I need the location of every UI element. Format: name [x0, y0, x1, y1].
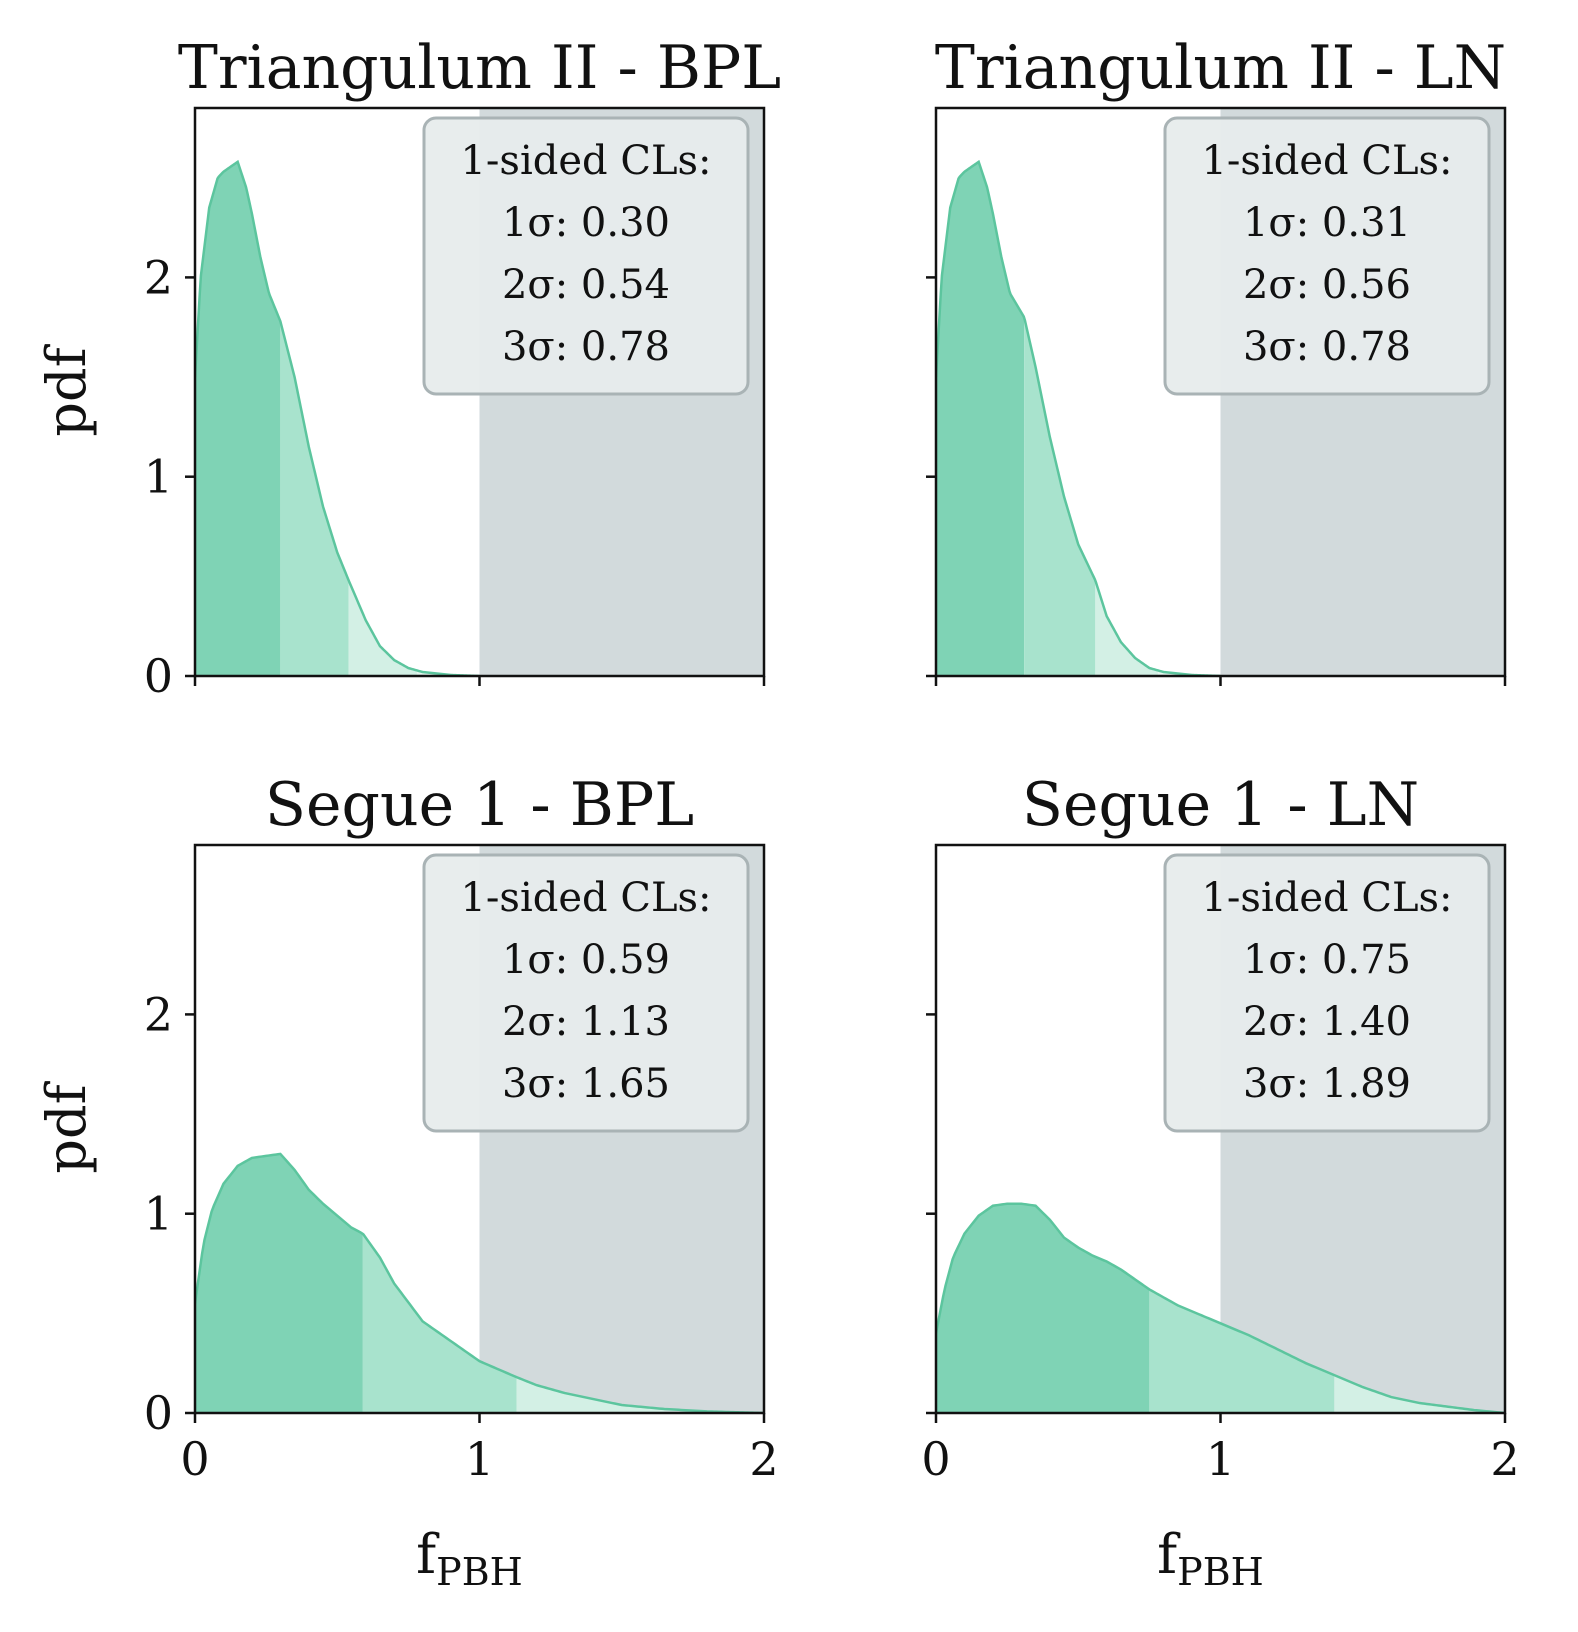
band-3sigma: [1334, 1375, 1474, 1413]
legend: 1-sided CLs: 1σ: 0.30 2σ: 0.54 3σ: 0.78: [422, 116, 750, 396]
panel-4: 0 1 2 Segue 1 - LN fPBH 1-sided CLs: 1σ: 0.75 2…: [921, 770, 1519, 1594]
x-tick-label: 1: [1206, 1432, 1235, 1486]
x-tick-label: 1: [465, 1432, 494, 1486]
x-tick-label: 2: [749, 1432, 778, 1486]
legend-entry: 3σ: 0.78: [502, 324, 670, 370]
legend-title: 1-sided CLs:: [1201, 138, 1452, 184]
legend-entry: 1σ: 0.75: [1243, 937, 1411, 983]
panel-title: Triangulum II - LN: [935, 33, 1506, 103]
x-tick-label: 0: [180, 1432, 209, 1486]
band-2sigma: [280, 321, 349, 676]
legend-box: [1163, 853, 1491, 1133]
legend-entry: 2σ: 1.40: [1243, 999, 1411, 1045]
legend-entry: 1σ: 0.31: [1243, 200, 1411, 246]
y-tick-label: 1: [144, 1187, 173, 1241]
legend-title: 1-sided CLs:: [460, 875, 711, 921]
y-axis-label: pdf: [35, 343, 98, 436]
panel-3: 0 1 2 0 1 2 Segue 1 - BPL pdf fPBH 1-sided CLs: 1σ…: [35, 770, 779, 1594]
pdf-curve: [936, 159, 1221, 676]
legend-entry: 3σ: 0.78: [1243, 324, 1411, 370]
panel-1: 0 1 2 Triangulum II - BPL pdf 1-sided CLs: 1σ:…: [35, 33, 781, 703]
panel-title: Segue 1 - LN: [1022, 770, 1419, 840]
x-axis-label: fPBH: [1157, 1523, 1264, 1594]
band-1sigma: [195, 1153, 363, 1413]
y-tick-label: 2: [144, 250, 173, 304]
band-2sigma: [1024, 317, 1096, 676]
legend-entry: 3σ: 1.89: [1243, 1061, 1411, 1107]
y-tick-label: 2: [144, 987, 173, 1041]
band-1sigma: [936, 161, 1025, 676]
legend-entry: 1σ: 0.30: [502, 200, 670, 246]
pdf-curve: [936, 1202, 1505, 1413]
legend-title: 1-sided CLs:: [1201, 875, 1452, 921]
y-axis-label: pdf: [35, 1080, 98, 1173]
band-tail: [416, 670, 480, 676]
y-tick-label: 1: [144, 450, 173, 504]
band-1sigma: [936, 1203, 1150, 1413]
y-tick-label: 0: [144, 649, 173, 703]
x-tick-label: 0: [921, 1432, 950, 1486]
band-1sigma: [195, 161, 281, 676]
band-3sigma: [348, 580, 417, 676]
band-3sigma: [516, 1377, 665, 1413]
legend-entry: 2σ: 0.54: [502, 262, 670, 308]
legend-entry: 2σ: 0.56: [1243, 262, 1411, 308]
legend-entry: 2σ: 1.13: [502, 999, 670, 1045]
pdf-curve: [195, 1152, 764, 1413]
x-tick-label: 2: [1490, 1432, 1519, 1486]
band-2sigma: [1149, 1289, 1335, 1413]
panel-2: Triangulum II - LN 1-sided CLs: 1σ: 0.31 2σ…: [926, 33, 1507, 686]
y-tick-label: 0: [144, 1386, 173, 1440]
panel-title: Segue 1 - BPL: [265, 770, 694, 840]
legend: 1-sided CLs: 1σ: 0.75 2σ: 1.40 3σ: 1.89: [1163, 853, 1491, 1133]
band-2sigma: [362, 1233, 517, 1413]
legend: 1-sided CLs: 1σ: 0.31 2σ: 0.56 3σ: 0.78: [1163, 116, 1491, 396]
band-3sigma: [1095, 580, 1158, 676]
legend-box: [422, 116, 750, 396]
legend-entry: 1σ: 0.59: [502, 937, 670, 983]
band-tail: [1157, 670, 1221, 676]
panel-title: Triangulum II - BPL: [178, 33, 781, 103]
pdf-curve: [195, 159, 480, 676]
legend-box: [1163, 116, 1491, 396]
legend: 1-sided CLs: 1σ: 0.59 2σ: 1.13 3σ: 1.65: [422, 853, 750, 1133]
legend-title: 1-sided CLs:: [460, 138, 711, 184]
legend-box: [422, 853, 750, 1133]
legend-entry: 3σ: 1.65: [502, 1061, 670, 1107]
x-axis-label: fPBH: [416, 1523, 523, 1594]
